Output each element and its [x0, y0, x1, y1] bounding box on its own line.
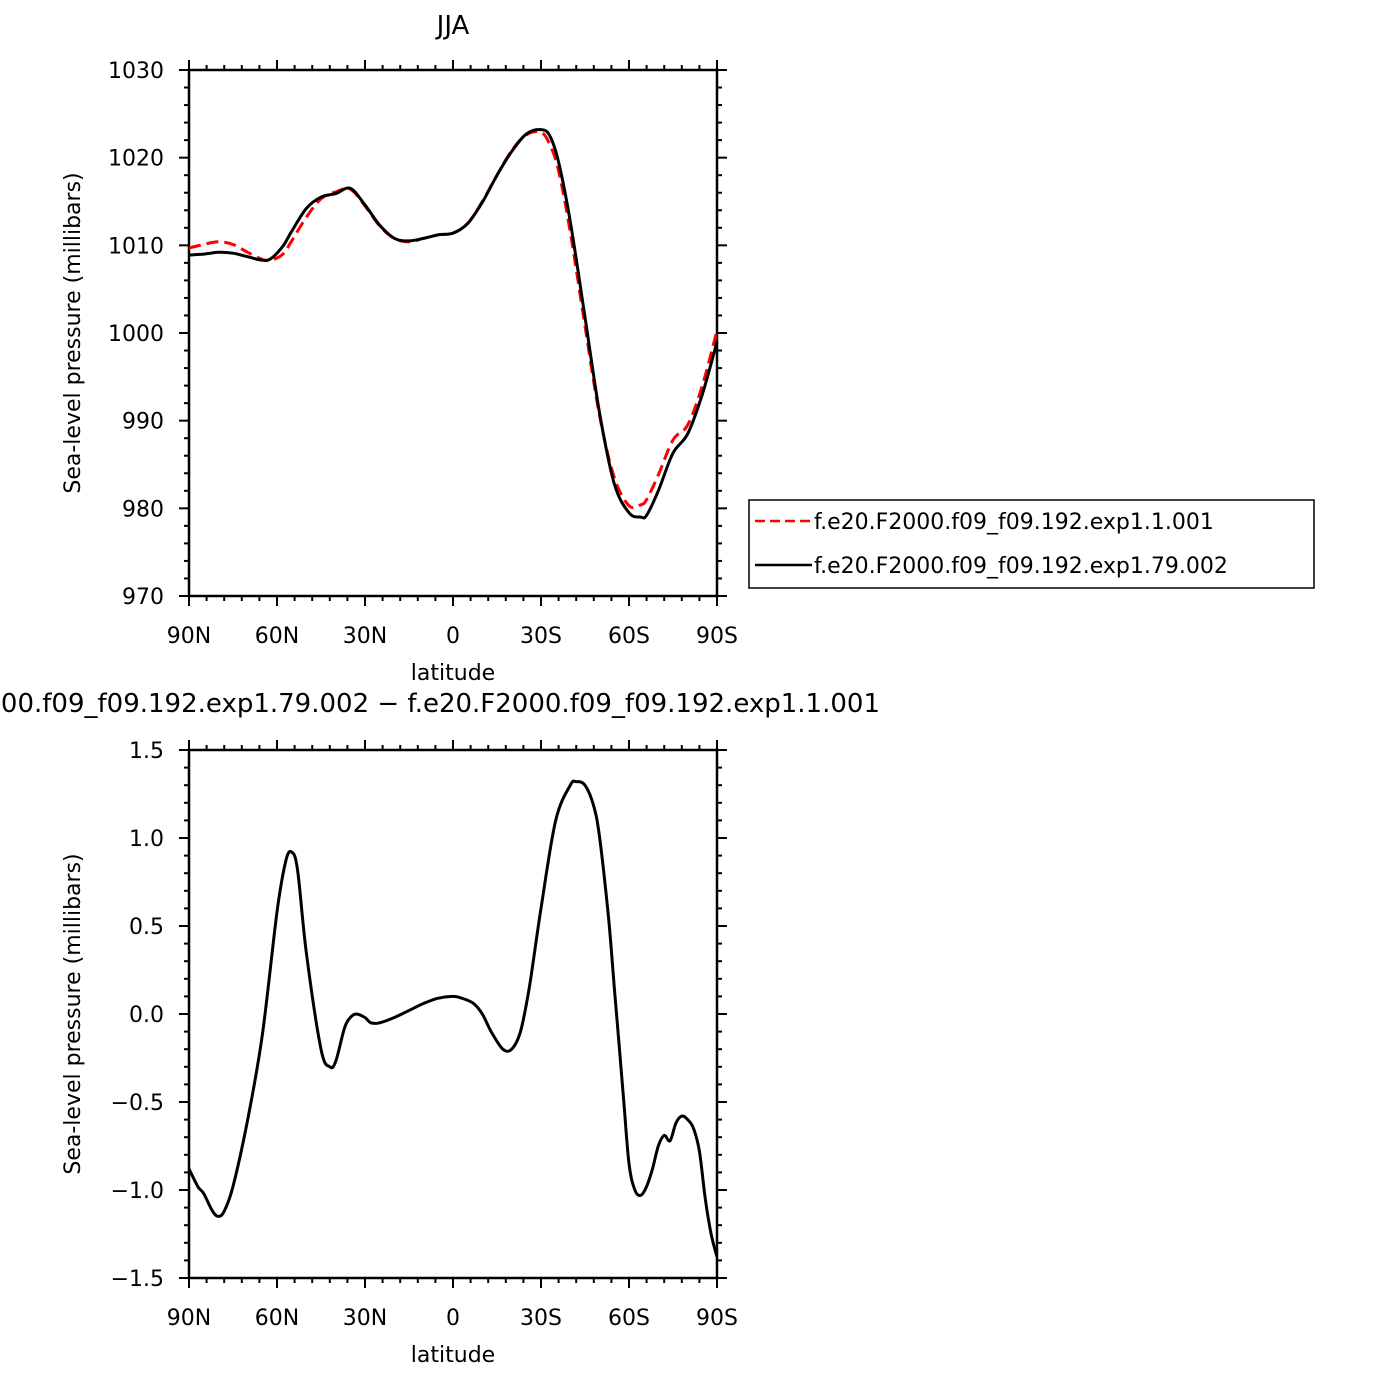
y-tick-label: 0.5: [129, 915, 164, 940]
top-x-axis-label: latitude: [411, 661, 495, 686]
y-tick-label: 980: [122, 497, 164, 522]
top-y-axis-label: Sea-level pressure (millibars): [61, 172, 86, 493]
y-tick-label: 1010: [108, 234, 164, 259]
x-tick-label: 60S: [608, 1306, 650, 1331]
bottom-y-axis-label: Sea-level pressure (millibars): [61, 853, 86, 1174]
top-panel: JJA 90N 60N 30N 0 30S 60S 90S 970 980 990 1000 1010…: [61, 11, 738, 686]
y-tick-label: −0.5: [111, 1091, 164, 1116]
top-panel-title: JJA: [435, 11, 470, 41]
legend-entry-series-1: f.e20.F2000.f09_f09.192.exp1.1.001: [814, 510, 1214, 535]
x-tick-label: 30S: [520, 624, 562, 649]
x-tick-label: 30N: [343, 1306, 387, 1331]
x-tick-label: 0: [446, 1306, 460, 1331]
x-tick-label: 0: [446, 624, 460, 649]
x-tick-label: 90N: [167, 1306, 211, 1331]
top-curves: [188, 128, 719, 520]
y-tick-label: 1.5: [129, 739, 164, 764]
y-tick-label: −1.0: [111, 1179, 164, 1204]
y-tick-label: 1020: [108, 147, 164, 172]
bottom-ticks: 90N 60N 30N 0 30S 60S 90S −1.5 −1.0 −0.5 0.0 0.5 1.0…: [111, 739, 738, 1331]
y-tick-label: 0.0: [129, 1003, 164, 1028]
x-tick-label: 60N: [255, 1306, 299, 1331]
x-tick-label: 60N: [255, 624, 299, 649]
x-tick-label: 90N: [167, 624, 211, 649]
bottom-plot-frame: [187, 748, 719, 1280]
y-tick-label: 1030: [108, 59, 164, 84]
x-tick-label: 90S: [696, 624, 738, 649]
x-tick-label: 90S: [696, 1306, 738, 1331]
y-tick-label: −1.5: [111, 1267, 164, 1292]
y-tick-label: 970: [122, 585, 164, 610]
bottom-panel: f.e20.F2000.f09_f09.192.exp1.79.002 − f.…: [0, 689, 880, 1368]
y-tick-label: 1000: [108, 322, 164, 347]
top-ticks: 90N 60N 30N 0 30S 60S 90S 970 980 990 1000 1010 1020…: [108, 59, 738, 649]
legend-box: [748, 499, 1315, 589]
legend: f.e20.F2000.f09_f09.192.exp1.1.001 f.e20…: [748, 499, 1315, 589]
series-line-1: [187, 779, 719, 1258]
bottom-panel-title: f.e20.F2000.f09_f09.192.exp1.79.002 − f.…: [0, 689, 880, 719]
y-tick-label: 1.0: [129, 827, 164, 852]
bottom-curves: [187, 779, 719, 1258]
x-tick-label: 60S: [608, 624, 650, 649]
series-line-2: [188, 128, 719, 520]
y-tick-label: 990: [122, 410, 164, 435]
x-tick-label: 30S: [520, 1306, 562, 1331]
series-line-1: [188, 130, 719, 510]
x-tick-label: 30N: [343, 624, 387, 649]
bottom-x-axis-label: latitude: [411, 1343, 495, 1368]
legend-entry-series-2: f.e20.F2000.f09_f09.192.exp1.79.002: [814, 554, 1228, 579]
